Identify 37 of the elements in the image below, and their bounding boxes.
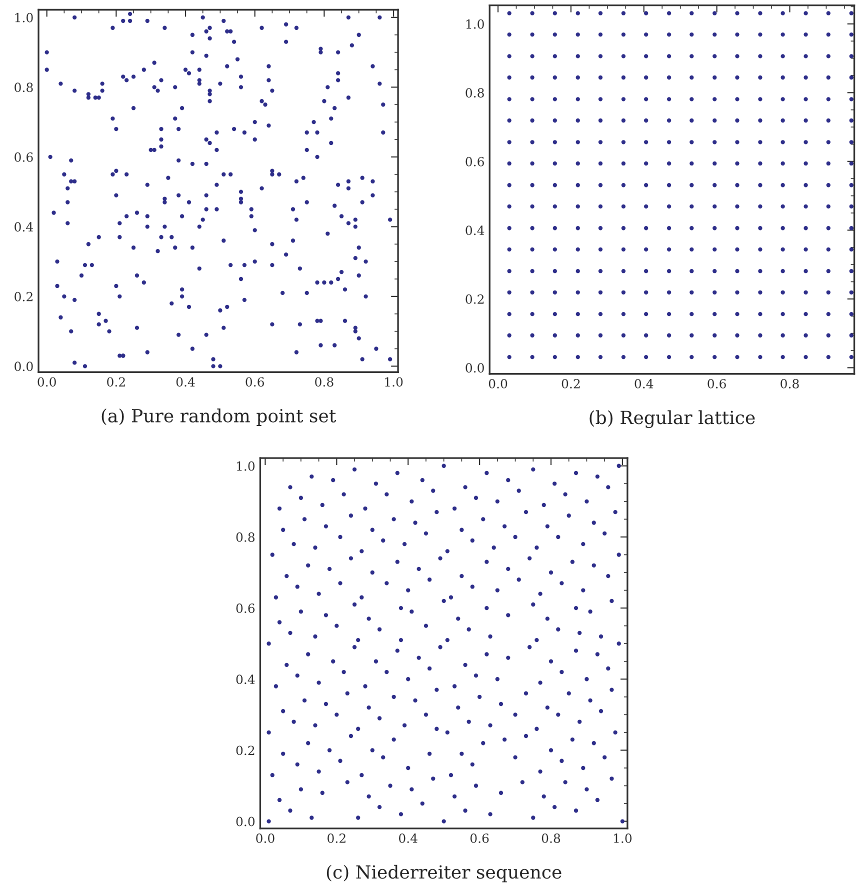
y-tick-label: 0.6 [466,156,484,166]
y-tick-label: 0.4 [236,674,255,684]
x-tick-label: 0.6 [708,378,726,388]
y-tick-label: 1.0 [466,19,484,29]
y-tick-label: 0.0 [236,816,255,826]
x-tick-label: 0.8 [780,378,799,388]
y-tick-label: 0.2 [236,746,254,756]
x-axis-title: (c) Niederreiter sequence [326,864,562,882]
x-tick-label: 0.4 [399,833,418,843]
y-tick-label: 0.0 [466,363,484,373]
y-tick-label: 0.8 [14,82,33,92]
x-tick-label: 0.2 [562,378,580,388]
x-axis-title: (b) Regular lattice [590,410,755,428]
y-tick-label: 1.0 [237,461,255,471]
y-tick-label: 0.2 [466,294,484,304]
y-tick-label: 0.4 [466,226,484,236]
x-tick-label: 0.8 [315,377,334,387]
y-tick-label: 0.4 [14,222,34,232]
x-tick-label: 0.0 [256,833,274,843]
x-axis-title: (a) Pure random point set [102,408,336,426]
x-tick-label: 0.6 [246,377,264,387]
x-tick-label: 0.8 [542,833,560,843]
x-tick-label: 0.4 [634,378,654,388]
x-tick-label: 0.0 [488,378,508,388]
x-tick-label: 0.2 [328,833,346,843]
x-tick-label: 0.0 [38,377,56,387]
y-tick-label: 1.0 [15,12,33,22]
y-tick-label: 0.6 [236,604,255,613]
y-tick-label: 0.8 [466,88,484,98]
x-tick-label: 1.0 [614,833,632,843]
x-tick-label: 1.0 [385,377,403,387]
x-tick-label: 0.4 [176,377,195,387]
y-tick-label: 0.8 [236,532,255,542]
y-tick-label: 0.6 [14,152,33,162]
y-tick-label: 0.2 [14,292,32,302]
y-tick-label: 0.0 [14,362,33,372]
x-tick-label: 0.2 [107,377,125,387]
